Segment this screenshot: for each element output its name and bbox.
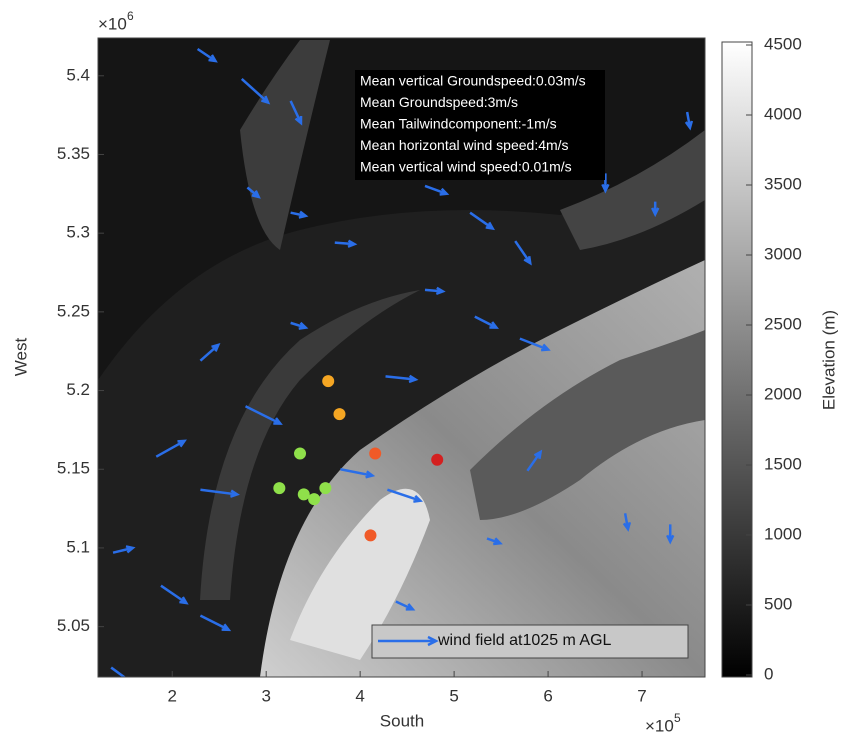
annotation: Mean vertical Groundspeed:0.03m/s [360, 73, 586, 89]
point [273, 482, 285, 494]
point [431, 454, 443, 466]
point [294, 448, 306, 460]
point [319, 482, 331, 494]
colorbar-tick-label: 0 [764, 664, 773, 683]
x-tick-label: 2 [167, 686, 176, 705]
annotation-box: Mean vertical Groundspeed:0.03m/s Mean Gr… [355, 70, 605, 180]
x-exponent: 5 [674, 711, 681, 725]
x-tick-label: 5 [449, 686, 458, 705]
y-tick-label: 5.1 [66, 537, 90, 556]
point [333, 408, 345, 420]
legend: wind field at1025 m AGL [372, 625, 688, 658]
x-tick-label: 7 [637, 686, 646, 705]
point [364, 529, 376, 541]
x-multiplier: ×10 [645, 716, 674, 735]
point [308, 493, 320, 505]
annotation: Mean vertical wind speed:0.01m/s [360, 159, 572, 175]
x-tick-label: 6 [543, 686, 552, 705]
colorbar-tick-label: 4500 [764, 34, 802, 53]
colorbar-tick-label: 2000 [764, 384, 802, 403]
y-tick-label: 5.35 [57, 144, 90, 163]
colorbar-tick-label: 4000 [764, 104, 802, 123]
y-tick-label: 5.25 [57, 301, 90, 320]
annotation: Mean Tailwindcomponent:-1m/s [360, 116, 557, 132]
y-axis-label: West [11, 338, 30, 377]
colorbar-tick-label: 500 [764, 594, 792, 613]
colorbar-tick-label: 1500 [764, 454, 802, 473]
y-tick-label: 5.15 [57, 459, 90, 478]
colorbar [722, 42, 752, 677]
y-multiplier: ×10 [98, 14, 127, 33]
point [298, 488, 310, 500]
chart: Mean vertical Groundspeed:0.03m/s Mean Gr… [0, 0, 842, 737]
y-tick-label: 5.05 [57, 616, 90, 635]
colorbar-label: Elevation (m) [819, 310, 838, 410]
colorbar-tick-label: 3500 [764, 174, 802, 193]
legend-label: wind field at1025 m AGL [437, 632, 612, 649]
annotation: Mean horizontal wind speed:4m/s [360, 137, 569, 153]
colorbar-tick-label: 3000 [764, 244, 802, 263]
x-axis-label: South [380, 711, 424, 730]
y-tick-label: 5.3 [66, 223, 90, 242]
y-tick-label: 5.2 [66, 380, 90, 399]
colorbar-tick-label: 1000 [764, 524, 802, 543]
y-tick-label: 5.4 [66, 65, 90, 84]
x-tick-label: 3 [261, 686, 270, 705]
colorbar-tick-label: 2500 [764, 314, 802, 333]
y-exponent: 6 [127, 9, 134, 23]
annotation: Mean Groundspeed:3m/s [360, 94, 518, 110]
x-tick-label: 4 [355, 686, 364, 705]
point [369, 448, 381, 460]
point [322, 375, 334, 387]
